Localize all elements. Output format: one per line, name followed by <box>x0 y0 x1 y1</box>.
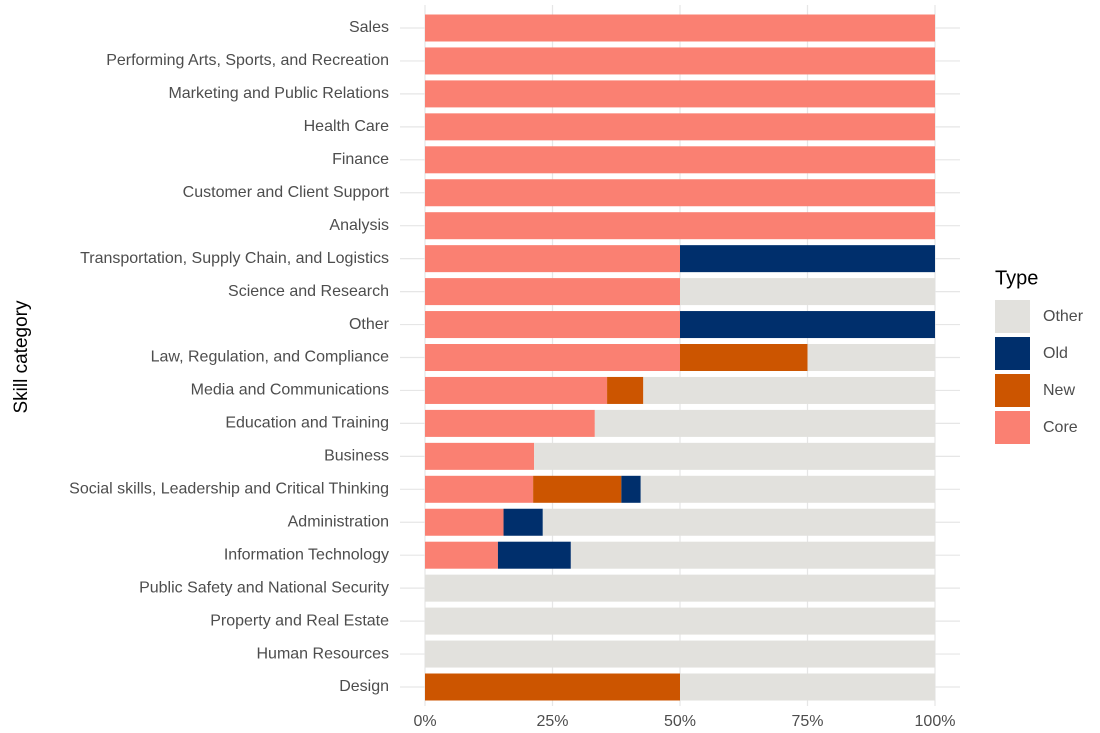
bar-segment <box>425 475 534 503</box>
bar-segment <box>621 475 641 503</box>
bar-segment <box>425 640 935 668</box>
legend-swatch <box>995 374 1030 407</box>
y-tick-label: Law, Regulation, and Compliance <box>151 349 389 366</box>
y-tick-label: Health Care <box>304 118 389 135</box>
bar-segment <box>425 14 935 42</box>
bar-segment <box>570 541 935 569</box>
bar-segment <box>425 146 935 174</box>
bar-segment <box>425 278 680 306</box>
y-tick-label: Analysis <box>329 217 389 234</box>
y-tick-label: Science and Research <box>228 283 389 300</box>
bar-segment <box>533 475 622 503</box>
bar-segment <box>534 442 935 470</box>
bar-segment <box>425 409 595 437</box>
bar-segment <box>425 344 680 371</box>
x-tick-label: 50% <box>664 713 696 730</box>
x-tick-label: 25% <box>536 713 568 730</box>
y-tick-label: Human Resources <box>257 645 390 662</box>
bar-segment <box>807 344 935 371</box>
x-tick-label: 100% <box>915 713 956 730</box>
bar-segment <box>503 508 543 536</box>
bar-segment <box>425 80 935 108</box>
y-tick-label: Media and Communications <box>191 382 389 399</box>
x-tick-label: 75% <box>791 713 823 730</box>
bar-segment <box>425 179 935 207</box>
y-tick-label: Property and Real Estate <box>210 612 389 629</box>
bar-segment <box>680 278 935 306</box>
y-tick-label: Business <box>324 448 389 465</box>
legend-swatch <box>995 300 1030 333</box>
y-tick-label: Performing Arts, Sports, and Recreation <box>106 52 389 69</box>
y-tick-label: Finance <box>332 151 389 168</box>
y-tick-label: Design <box>339 678 389 695</box>
bar-segment <box>425 508 504 536</box>
y-tick-label: Marketing and Public Relations <box>168 85 389 102</box>
y-tick-label: Public Safety and National Security <box>139 579 389 596</box>
bar-segment <box>680 311 935 339</box>
bar-segment <box>594 409 935 437</box>
bar-segment <box>680 245 935 273</box>
legend-swatch <box>995 411 1030 444</box>
legend-title: Type <box>995 267 1038 289</box>
bar-segment <box>425 442 535 470</box>
y-tick-label: Administration <box>288 513 389 530</box>
y-axis-label: Skill category <box>11 300 32 413</box>
y-tick-label: Other <box>349 316 390 333</box>
bar-segment <box>425 113 935 141</box>
legend-label: New <box>1043 382 1075 399</box>
legend-label: Old <box>1043 345 1068 362</box>
bar-segment <box>425 47 935 75</box>
y-tick-label: Information Technology <box>224 546 389 563</box>
y-tick-label: Customer and Client Support <box>183 184 390 201</box>
bar-segment <box>425 574 935 602</box>
bar-segment <box>425 212 935 240</box>
legend-label: Other <box>1043 308 1084 325</box>
bar-segment <box>643 376 935 404</box>
bar-segment <box>425 673 680 701</box>
legend-swatch <box>995 337 1030 370</box>
bar-segment <box>542 508 935 536</box>
y-tick-label: Transportation, Supply Chain, and Logist… <box>80 250 389 267</box>
y-tick-label: Sales <box>349 19 389 36</box>
bar-segment <box>425 607 935 635</box>
bar-segment <box>425 376 608 404</box>
legend-label: Core <box>1043 419 1078 436</box>
bar-segment <box>425 311 680 339</box>
bar-segment <box>425 245 680 273</box>
y-tick-label: Education and Training <box>225 415 389 432</box>
bar-segment <box>680 673 935 701</box>
y-tick-label: Social skills, Leadership and Critical T… <box>69 481 389 498</box>
bar-segment <box>497 541 571 569</box>
bar-segment <box>680 344 808 371</box>
bar-segment <box>425 541 498 569</box>
bar-segment <box>607 376 644 404</box>
bar-segment <box>640 475 935 503</box>
x-tick-label: 0% <box>413 713 436 730</box>
